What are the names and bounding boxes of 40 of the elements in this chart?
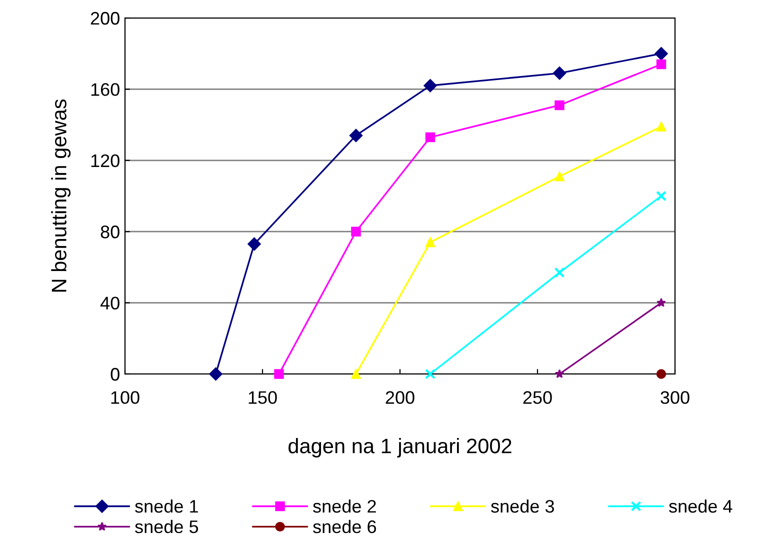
y-tick-label: 160 <box>91 83 120 96</box>
point <box>554 172 564 182</box>
point <box>554 369 564 378</box>
legend-label: snede 5 <box>135 520 198 534</box>
x-tick-label: 200 <box>386 391 414 404</box>
y-tick-label: 200 <box>90 12 120 25</box>
point <box>554 267 565 278</box>
point <box>656 190 666 202</box>
x-axis-title: dagen na 1 januari 2002 <box>288 438 512 458</box>
point <box>554 100 564 110</box>
legend-label: snede 4 <box>669 499 732 513</box>
x-tick-label: 100 <box>111 391 140 404</box>
x-tick-label: 300 <box>660 391 690 404</box>
x-tick-label: 150 <box>248 391 277 404</box>
point <box>425 237 436 248</box>
point <box>656 122 666 132</box>
point <box>209 367 222 381</box>
point <box>351 369 361 379</box>
legend-label: snede 1 <box>135 499 198 513</box>
point <box>654 47 668 60</box>
point <box>425 132 436 142</box>
y-tick-label: 80 <box>100 226 120 238</box>
y-tick-label: 40 <box>100 296 120 310</box>
point <box>424 79 437 92</box>
y-tick-label: 120 <box>91 154 120 168</box>
x-tick-label: 250 <box>523 391 552 404</box>
point <box>425 368 436 380</box>
point <box>274 369 284 379</box>
point <box>656 369 666 379</box>
point <box>656 298 666 307</box>
point <box>351 226 361 236</box>
point <box>248 237 261 251</box>
legend-label: snede 6 <box>313 520 376 534</box>
point <box>656 59 666 70</box>
y-axis-title: N benutting in gewas <box>51 99 71 292</box>
legend-label: snede 2 <box>313 499 376 513</box>
point <box>552 66 566 80</box>
legend-label: snede 3 <box>491 499 554 513</box>
point <box>349 128 363 142</box>
y-tick-label: 0 <box>110 368 120 381</box>
